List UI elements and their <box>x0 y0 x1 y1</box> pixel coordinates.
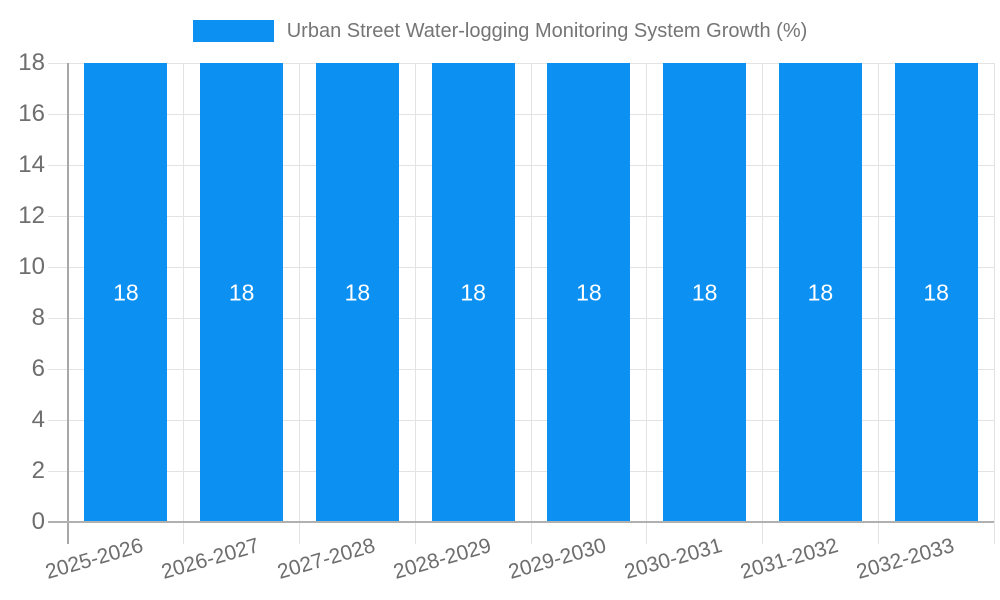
bar-value-label: 18 <box>344 279 371 305</box>
bar: 18 <box>547 63 631 522</box>
x-tick-label: 2032-2033 <box>853 534 957 584</box>
bar-value-label: 18 <box>576 279 602 305</box>
bar: 18 <box>778 63 862 522</box>
x-tick-label: 2026-2027 <box>159 534 262 584</box>
y-gridline <box>48 113 994 115</box>
chart-legend[interactable]: Urban Street Water-logging Monitoring Sy… <box>0 18 1000 44</box>
x-gridline <box>646 63 648 544</box>
bar: 18 <box>200 63 284 522</box>
x-gridline <box>183 63 185 544</box>
y-tick-label: 18 <box>18 49 45 76</box>
y-gridline <box>48 419 994 421</box>
legend-color-swatch <box>192 20 274 42</box>
bar: 18 <box>84 63 168 522</box>
x-tick-label: 2030-2031 <box>622 534 725 584</box>
x-gridline <box>993 63 995 544</box>
x-tick-label: 2027-2028 <box>274 534 378 584</box>
x-tick-label: 2025-2026 <box>43 534 147 584</box>
y-gridline <box>48 317 994 319</box>
y-gridline <box>48 62 994 64</box>
y-tick-label: 10 <box>18 253 45 280</box>
y-tick-label: 8 <box>31 304 45 331</box>
x-gridline <box>414 63 416 544</box>
y-tick-label: 4 <box>31 406 45 433</box>
x-tick-label: 2028-2029 <box>390 534 494 584</box>
x-gridline <box>762 63 763 544</box>
x-axis-line <box>48 521 994 523</box>
x-gridline <box>299 63 300 544</box>
y-tick-label: 6 <box>31 355 45 382</box>
bar: 18 <box>315 63 399 522</box>
y-tick-label: 0 <box>31 508 45 535</box>
y-axis-line <box>67 63 69 544</box>
y-tick-label: 2 <box>31 457 45 484</box>
y-gridline <box>48 470 994 472</box>
bar-value-label: 18 <box>807 279 834 305</box>
bar: 18 <box>894 63 978 522</box>
x-tick-label: 2029-2030 <box>506 534 610 584</box>
bar: 18 <box>431 63 515 522</box>
legend-series-label: Urban Street Water-logging Monitoring Sy… <box>286 19 808 42</box>
bar-value-label: 18 <box>691 279 718 305</box>
y-gridline <box>48 215 994 217</box>
y-gridline <box>48 164 994 166</box>
x-gridline <box>530 63 532 544</box>
x-gridline <box>877 63 879 544</box>
y-gridline <box>48 266 994 268</box>
x-tick-label: 2031-2032 <box>737 534 841 584</box>
bar-value-label: 18 <box>460 279 486 305</box>
y-tick-label: 16 <box>18 100 45 127</box>
bar-value-label: 18 <box>923 279 949 305</box>
bar-value-label: 18 <box>228 279 255 305</box>
bar-value-label: 18 <box>113 279 139 305</box>
y-gridline <box>48 368 994 370</box>
y-tick-label: 12 <box>18 202 45 229</box>
bar: 18 <box>663 63 747 522</box>
plot-area: 18 18 18 18 18 18 18 18 <box>48 62 995 544</box>
y-tick-label: 14 <box>18 151 45 178</box>
